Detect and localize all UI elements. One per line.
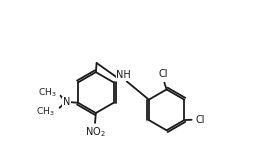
Text: CH$_3$: CH$_3$	[38, 86, 56, 99]
Text: Cl: Cl	[195, 115, 205, 125]
Text: N: N	[63, 97, 70, 107]
Text: NH: NH	[116, 70, 131, 80]
Text: Cl: Cl	[159, 69, 168, 79]
Text: NO$_2$: NO$_2$	[85, 126, 105, 139]
Text: CH$_3$: CH$_3$	[36, 105, 55, 118]
